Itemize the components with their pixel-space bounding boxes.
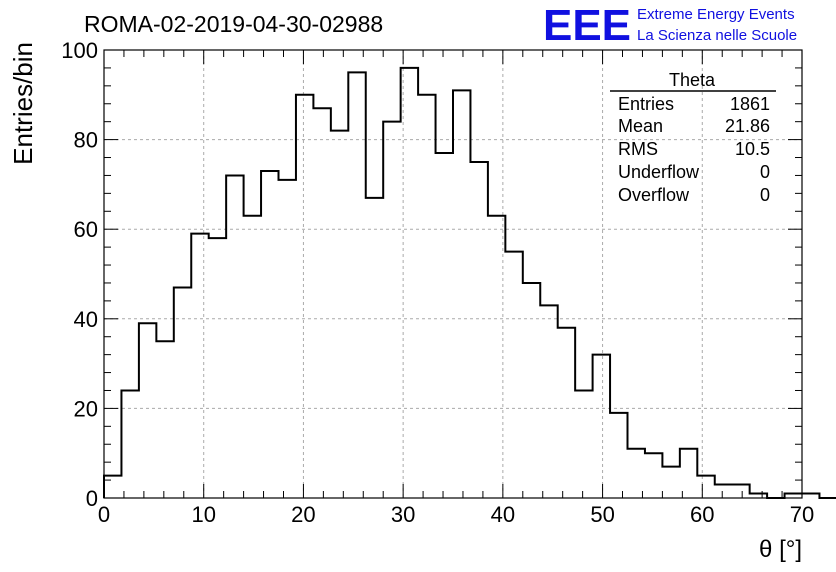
x-axis-label: θ [°] (759, 536, 802, 563)
histogram-outline (103, 66, 836, 499)
histogram-bin (104, 476, 121, 498)
histogram-bin (680, 449, 697, 498)
histogram-bin (296, 95, 313, 498)
logo-subtitle-2: La Scienza nelle Scuole (637, 27, 797, 44)
histogram-bin (261, 171, 278, 498)
histogram-bin (645, 453, 662, 498)
stats-title: Theta (669, 70, 716, 90)
histogram-bin (540, 305, 557, 498)
histogram-bin (331, 131, 348, 498)
histogram-bin (436, 153, 453, 498)
y-tick-label: 60 (74, 217, 98, 242)
stats-label-mean: Mean (618, 116, 663, 136)
stats-label-entries: Entries (618, 94, 674, 114)
eee-logo: EEE (543, 1, 631, 50)
histogram-bin (191, 234, 208, 498)
x-tick-label: 60 (690, 502, 714, 527)
stats-box: Theta Entries 1861 Mean 21.86 RMS 10.5 U… (610, 70, 776, 205)
histogram-bin (156, 341, 173, 498)
logo-subtitle-1: Extreme Energy Events (637, 6, 795, 23)
x-tick-label: 50 (590, 502, 614, 527)
x-tick-label: 30 (391, 502, 415, 527)
histogram-bin (121, 390, 138, 498)
stats-value-underflow: 0 (760, 162, 770, 182)
stats-value-mean: 21.86 (725, 116, 770, 136)
histogram-bin (575, 390, 592, 498)
y-tick-label: 100 (61, 38, 98, 63)
y-tick-label: 40 (74, 307, 98, 332)
x-tick-label: 20 (291, 502, 315, 527)
y-tick-label: 80 (74, 128, 98, 153)
x-tick-label: 10 (191, 502, 215, 527)
histogram-bin (628, 449, 645, 498)
histogram-bin (418, 95, 435, 498)
histogram-bin (453, 90, 470, 498)
y-axis-label: Entries/bin (8, 42, 38, 165)
histogram-bin (505, 252, 522, 498)
histogram-bin (715, 485, 732, 498)
stats-label-underflow: Underflow (618, 162, 700, 182)
histogram-bin (244, 216, 261, 498)
histogram-bin (593, 355, 610, 498)
histogram-bin (139, 323, 156, 498)
x-tick-label: 40 (491, 502, 515, 527)
histogram-bin (401, 68, 418, 498)
x-tick-label: 0 (98, 502, 110, 527)
histogram-bin (558, 328, 575, 498)
stats-value-overflow: 0 (760, 185, 770, 205)
histogram-bin (383, 122, 400, 498)
histogram-bin (732, 485, 749, 498)
histogram-bin (523, 283, 540, 498)
histogram-bin (697, 476, 714, 498)
y-tick-label: 0 (86, 486, 98, 511)
histogram-bin (366, 198, 383, 498)
stats-label-overflow: Overflow (618, 185, 690, 205)
plot-frame (103, 49, 803, 499)
stats-value-rms: 10.5 (735, 139, 770, 159)
y-tick-label: 20 (74, 396, 98, 421)
histogram-bin (610, 413, 627, 498)
histogram-bin (313, 108, 330, 498)
stats-label-rms: RMS (618, 139, 658, 159)
histogram-bin (209, 238, 226, 498)
run-title: ROMA-02-2019-04-30-02988 (84, 11, 383, 37)
histogram-bin (662, 467, 679, 498)
axis-ticks (103, 49, 803, 499)
histogram-bin (470, 162, 487, 498)
histogram-bin (279, 180, 296, 498)
histogram-bin (348, 72, 365, 498)
histogram-bin (226, 175, 243, 498)
stats-value-entries: 1861 (730, 94, 770, 114)
x-tick-label: 70 (790, 502, 814, 527)
